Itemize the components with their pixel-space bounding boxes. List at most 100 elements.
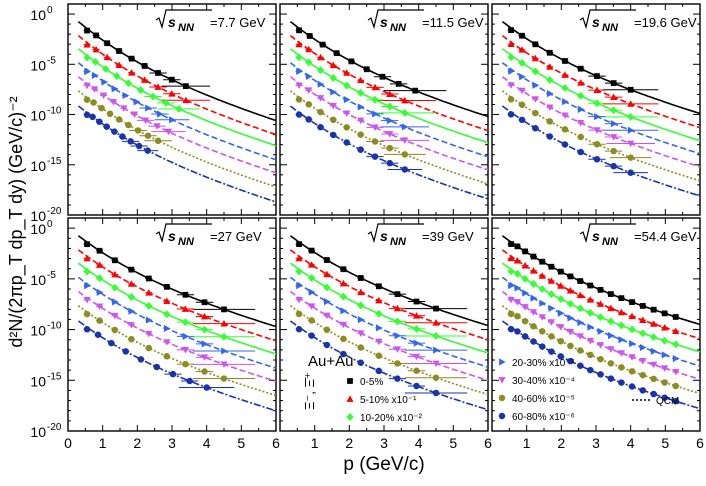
- data-point-0-5%: [306, 33, 313, 39]
- data-point-40-60%: [661, 379, 668, 386]
- data-point-20-30%: [394, 332, 402, 340]
- qcm-curve-60-80%: [501, 105, 701, 197]
- data-point-10-20%: [102, 64, 110, 73]
- x-tick-label: 3: [380, 435, 388, 451]
- energy-label: s NN =11.5 GeV: [367, 9, 484, 34]
- data-point-20-30%: [546, 90, 554, 98]
- data-point-60-80%: [661, 394, 668, 401]
- data-point-30-40%: [111, 312, 119, 320]
- data-point-60-80%: [186, 377, 193, 385]
- data-point-30-40%: [628, 354, 636, 361]
- data-point-40-60%: [577, 133, 584, 141]
- data-point-5-10%: [357, 288, 365, 296]
- energy-symbol: s: [592, 228, 600, 244]
- y-tick-base: 10: [30, 272, 46, 288]
- energy-value: =7.7 GeV: [210, 15, 266, 30]
- data-point-10-20%: [163, 310, 171, 319]
- data-point-5-10%: [307, 261, 316, 268]
- data-point-10-20%: [323, 283, 331, 292]
- data-point-5-10%: [83, 254, 91, 262]
- y-tick-base: 10: [30, 108, 46, 124]
- energy-symbol: s: [592, 14, 600, 30]
- data-point-10-20%: [661, 336, 669, 345]
- data-point-60-80%: [308, 332, 315, 339]
- data-point-40-60%: [386, 144, 393, 152]
- data-point-0-5%: [116, 48, 122, 54]
- data-point-40-60%: [628, 368, 636, 375]
- data-point-5-10%: [538, 272, 546, 279]
- data-point-60-80%: [597, 371, 604, 378]
- data-point-20-30%: [357, 103, 365, 111]
- data-point-5-10%: [343, 69, 351, 76]
- data-point-5-10%: [168, 90, 176, 97]
- data-point-30-40%: [316, 95, 325, 102]
- qcm-curve-20-30%: [77, 62, 277, 161]
- data-point-30-40%: [329, 102, 337, 110]
- x-tick-label: 6: [484, 435, 492, 451]
- data-point-20-30%: [557, 309, 565, 317]
- data-point-60-80%: [122, 348, 130, 355]
- data-point-40-60%: [627, 154, 634, 161]
- data-point-10-20%: [136, 86, 145, 94]
- y-tick-label: 10 -15: [30, 371, 61, 389]
- data-point-5-10%: [432, 319, 440, 326]
- data-point-60-80%: [514, 328, 521, 335]
- data-point-10-20%: [329, 74, 337, 82]
- data-point-20-30%: [548, 304, 555, 312]
- qcm-curve-30-40%: [289, 290, 489, 382]
- data-point-0-5%: [128, 266, 135, 273]
- data-point-30-40%: [521, 304, 529, 311]
- data-point-60-80%: [413, 382, 420, 390]
- data-point-30-40%: [576, 333, 584, 340]
- data-point-10-20%: [617, 321, 625, 330]
- data-point-10-20%: [339, 292, 347, 301]
- qcm-curve-5-10%: [289, 249, 489, 341]
- data-point-10-20%: [521, 274, 529, 283]
- data-point-30-40%: [109, 99, 118, 106]
- data-point-30-40%: [127, 322, 135, 329]
- data-point-30-40%: [531, 96, 539, 103]
- data-point-5-10%: [546, 63, 554, 70]
- data-point-20-30%: [608, 332, 615, 340]
- data-point-0-5%: [412, 87, 419, 94]
- data-point-30-40%: [566, 328, 575, 336]
- data-point-40-60%: [432, 374, 440, 381]
- data-point-40-60%: [507, 96, 515, 103]
- data-point-0-5%: [508, 241, 514, 247]
- data-point-0-5%: [333, 50, 340, 57]
- data-point-10-20%: [220, 332, 228, 341]
- data-point-30-40%: [586, 337, 594, 345]
- data-point-20-30%: [317, 80, 325, 88]
- data-point-0-5%: [145, 275, 152, 282]
- legend-entry-label: 0-5%: [360, 377, 383, 388]
- data-point-60-80%: [401, 166, 409, 173]
- data-point-40-60%: [532, 109, 539, 117]
- x-tick-label: 4: [203, 435, 211, 451]
- data-point-20-30%: [433, 346, 440, 354]
- data-point-5-10%: [529, 267, 538, 274]
- y-tick-label: 10 -5: [30, 55, 56, 73]
- data-point-5-10%: [576, 291, 584, 299]
- data-point-10-20%: [357, 88, 365, 97]
- data-point-5-10%: [329, 61, 337, 69]
- data-point-30-40%: [561, 112, 569, 119]
- data-point-10-20%: [507, 53, 515, 62]
- data-point-10-20%: [610, 106, 618, 115]
- qcm-curve-0-5%: [289, 235, 489, 327]
- x-tick-label: 6: [272, 435, 280, 451]
- data-point-30-40%: [596, 342, 605, 349]
- data-point-60-80%: [593, 156, 601, 163]
- y-tick-base: 10: [30, 57, 46, 73]
- data-point-0-5%: [627, 86, 634, 93]
- y-tick-label: 10 -10: [30, 106, 61, 124]
- data-point-0-5%: [168, 76, 175, 83]
- data-point-10-20%: [529, 279, 538, 288]
- qcm-curve-0-5%: [501, 20, 701, 115]
- data-point-5-10%: [181, 305, 190, 312]
- legend-entry-label: 10-20% x10⁻²: [360, 413, 423, 424]
- y-tick-base: 10: [30, 424, 46, 440]
- data-point-30-40%: [518, 87, 526, 95]
- data-point-20-30%: [567, 314, 575, 322]
- data-point-60-80%: [618, 379, 625, 386]
- data-point-60-80%: [357, 359, 365, 366]
